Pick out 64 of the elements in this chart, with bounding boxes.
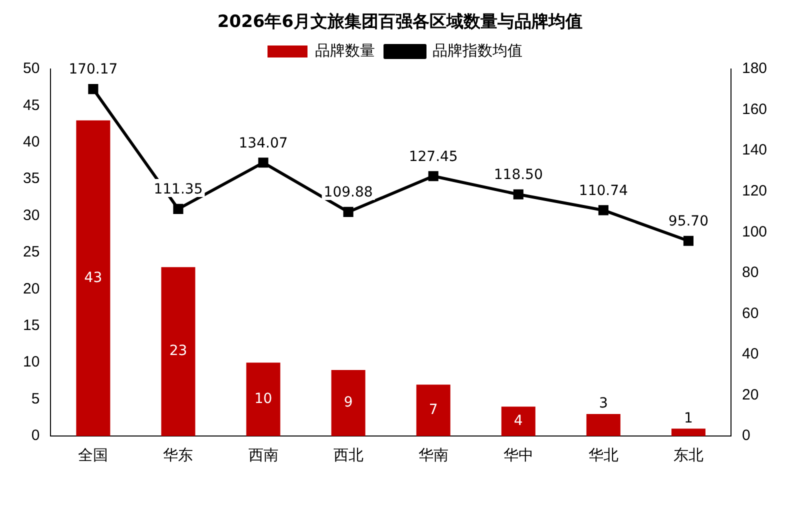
x-tick-label: 华中	[503, 447, 534, 464]
bar	[586, 414, 620, 436]
x-tick-label: 华北	[588, 447, 618, 464]
point	[598, 205, 608, 216]
data-label: 127.45	[408, 148, 458, 165]
y2-tick-label: 140	[742, 142, 768, 159]
data-label: 7	[428, 402, 438, 418]
data-label: 9	[344, 394, 353, 411]
y-tick-label: 5	[31, 390, 40, 408]
data-label: 111.35	[154, 182, 203, 198]
data-label: 43	[84, 270, 102, 286]
bar	[671, 428, 706, 436]
x-tick-label: 全国	[78, 447, 108, 464]
x-tick-label: 西南	[248, 447, 278, 464]
y-tick-label: 45	[22, 96, 40, 114]
y2-tick-label: 80	[742, 264, 759, 282]
point	[173, 204, 184, 214]
data-label: 170.17	[68, 62, 118, 78]
y-tick-label: 40	[22, 134, 40, 151]
data-label: 95.70	[668, 214, 708, 230]
y2-tick-label: 40	[742, 346, 759, 363]
bar	[161, 267, 196, 436]
bar	[416, 384, 450, 436]
data-label: 23	[169, 343, 188, 360]
x-tick-label: 华南	[418, 447, 448, 464]
data-label: 134.07	[238, 135, 288, 152]
chart-title: 2026年6月文旅集团百强各区域数量与品牌均值	[216, 11, 584, 34]
y-tick-label: 10	[22, 354, 40, 371]
y-tick-label: 25	[22, 244, 40, 261]
y2-tick-label: 160	[742, 100, 768, 118]
bar	[76, 120, 110, 436]
point	[683, 236, 694, 246]
legend-label: 品牌指数均值	[432, 42, 522, 60]
bar	[246, 362, 280, 436]
point	[88, 84, 98, 94]
point	[428, 171, 438, 182]
x-tick-label: 华东	[163, 447, 194, 464]
data-label: 110.74	[578, 182, 628, 199]
y-tick-label: 20	[22, 280, 40, 298]
y2-tick-label: 60	[742, 304, 759, 322]
bar	[331, 370, 366, 436]
y-tick-label: 35	[22, 170, 40, 188]
y-tick-label: 50	[22, 60, 40, 78]
y2-tick-label: 180	[742, 60, 768, 78]
bar	[501, 406, 536, 436]
data-label: 1	[684, 410, 693, 426]
data-label: 109.88	[324, 184, 373, 201]
legend-label: 品牌数量	[315, 42, 375, 60]
y2-tick-label: 0	[742, 427, 750, 444]
y2-tick-label: 120	[742, 182, 768, 200]
x-tick-label: 东北	[673, 447, 704, 464]
y-tick-label: 0	[31, 427, 40, 444]
point	[343, 206, 354, 218]
y-tick-label: 15	[22, 317, 40, 334]
data-label: 118.50	[494, 167, 543, 184]
data-label: 10	[254, 390, 272, 407]
data-label: 3	[598, 396, 608, 412]
point	[513, 189, 524, 200]
y2-tick-label: 100	[742, 223, 768, 240]
x-tick-label: 西北	[333, 447, 364, 464]
data-label: 4	[514, 412, 523, 429]
y2-tick-label: 20	[742, 386, 759, 404]
y-tick-label: 30	[22, 206, 40, 224]
point	[258, 158, 268, 168]
